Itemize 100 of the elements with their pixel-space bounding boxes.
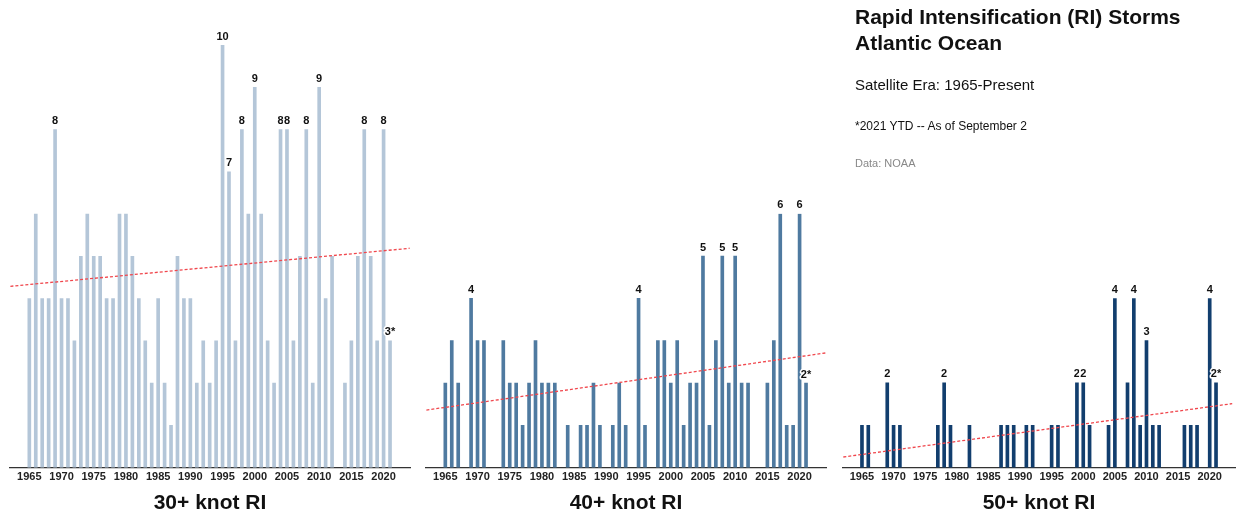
x-tick-label: 2000 — [658, 470, 684, 483]
bar — [714, 340, 718, 468]
bar — [688, 382, 692, 468]
x-tick-label: 2020 — [787, 470, 812, 483]
data-label: 9 — [316, 71, 323, 84]
x-tick-label: 1975 — [497, 470, 522, 483]
bar — [343, 382, 347, 468]
bar — [368, 255, 373, 468]
x-tick-label: 1990 — [1007, 470, 1033, 483]
data-label: 3 — [1143, 325, 1150, 338]
x-tick-label: 2015 — [755, 470, 780, 483]
bar — [860, 424, 864, 468]
data-label: 8 — [283, 114, 291, 127]
bar — [298, 255, 302, 468]
bar — [156, 298, 160, 468]
x-tick-label: 2010 — [722, 470, 748, 483]
data-label: 2* — [800, 367, 812, 380]
bar — [227, 171, 231, 468]
bar — [720, 255, 725, 468]
x-tick-label: 1970 — [49, 470, 74, 483]
data-label: 4 — [468, 282, 476, 295]
bar — [124, 213, 128, 468]
data-label: 8 — [238, 114, 245, 127]
bar — [443, 382, 448, 468]
bar — [746, 382, 750, 468]
bar — [317, 86, 322, 468]
bar — [501, 340, 506, 468]
data-label: 9 — [251, 71, 258, 84]
data-label: 8 — [52, 114, 59, 127]
data-label: 2 — [1073, 367, 1080, 380]
bar — [804, 382, 808, 468]
bar — [33, 213, 38, 468]
bar — [527, 382, 531, 468]
bar — [449, 340, 454, 468]
bar — [356, 255, 360, 468]
x-tick-label: 2010 — [306, 470, 332, 483]
bar — [656, 340, 660, 468]
bar — [898, 424, 902, 468]
data-label: 5 — [699, 240, 707, 253]
bar — [53, 129, 57, 468]
text: *2021 YTD -- As of September 2 — [855, 119, 1028, 133]
bar — [194, 382, 199, 468]
x-tick-label: 1995 — [626, 470, 651, 483]
bar — [623, 424, 628, 468]
data-label: 2 — [1080, 367, 1087, 380]
bar — [1195, 424, 1199, 468]
x-tick-label: 1975 — [912, 470, 938, 483]
x-axis-title: 30+ knot RI — [153, 490, 267, 514]
bar — [726, 382, 731, 468]
data-label: 6 — [777, 198, 784, 211]
bar — [40, 298, 45, 468]
bar — [507, 382, 512, 468]
bar — [285, 129, 289, 468]
bar — [772, 340, 776, 468]
bar — [85, 213, 90, 468]
bar — [1188, 424, 1193, 468]
bar — [456, 382, 461, 468]
bar — [304, 129, 309, 468]
text: Satellite Era: 1965-Present — [855, 76, 1036, 93]
data-label: 4 — [1111, 282, 1119, 295]
x-tick-label: 2005 — [1102, 470, 1128, 483]
bar — [778, 213, 783, 468]
bar — [469, 298, 473, 468]
data-label: 10 — [216, 29, 229, 42]
bar — [733, 255, 738, 468]
bar — [182, 298, 186, 468]
bar — [240, 129, 244, 468]
bar — [143, 340, 148, 468]
x-tick-label: 2010 — [1134, 470, 1159, 483]
bar — [942, 382, 946, 468]
bar — [1075, 382, 1079, 468]
bar — [784, 424, 789, 468]
bar — [668, 382, 673, 468]
data-label: 6 — [796, 198, 803, 211]
bar — [643, 424, 647, 468]
bar — [662, 340, 667, 468]
bar — [1011, 424, 1016, 468]
bar — [136, 298, 141, 468]
bar — [552, 382, 557, 468]
x-tick-label: 2015 — [339, 470, 364, 483]
bar — [1207, 298, 1212, 468]
bar — [272, 382, 276, 468]
x-tick-label: 1970 — [465, 470, 490, 483]
x-tick-label: 1985 — [145, 470, 171, 483]
bar — [79, 255, 83, 468]
x-tick-label: 2005 — [690, 470, 716, 483]
bar — [27, 298, 32, 468]
data-label: 7 — [225, 156, 233, 169]
data-label: 2 — [884, 367, 891, 380]
data-label: 5 — [732, 240, 739, 253]
bar — [1081, 382, 1086, 468]
bar — [259, 213, 264, 468]
x-tick-label: 1990 — [178, 470, 203, 483]
x-tick-label: 1990 — [594, 470, 619, 483]
bar — [1056, 424, 1060, 468]
bar — [540, 382, 544, 468]
x-tick-label: 1985 — [561, 470, 587, 483]
x-tick-label: 1975 — [81, 470, 106, 483]
bar — [1214, 382, 1218, 468]
x-tick-label: 1980 — [944, 470, 970, 483]
